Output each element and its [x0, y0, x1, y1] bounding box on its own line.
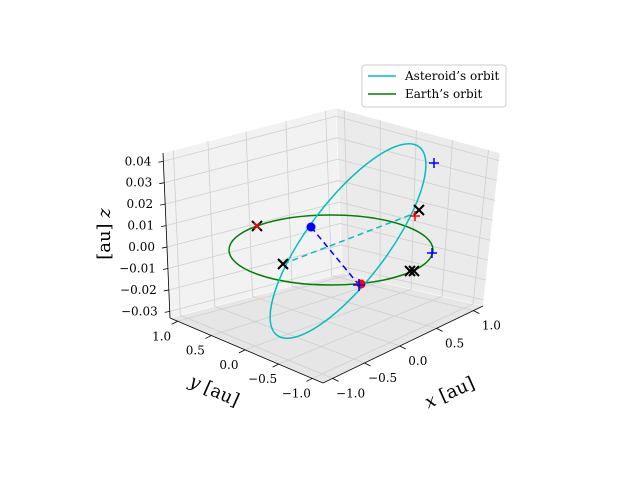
y-gridline [278, 139, 453, 365]
z-tick [160, 203, 166, 206]
z-tick-label: −0.01 [119, 262, 156, 276]
z-gridline [169, 265, 484, 312]
asteroid-orbit [269, 142, 427, 340]
axis-ticks [158, 160, 480, 382]
y-tick-label: −0.5 [248, 372, 277, 386]
x-tick-label: 1.0 [482, 319, 501, 333]
x-axis-label-unit: [au] [436, 373, 478, 407]
y-tick-label: 0.5 [186, 344, 205, 358]
z-axis-label-var: z [94, 208, 115, 219]
earth-orbit [228, 214, 434, 286]
z-axis-line [162, 152, 171, 319]
x-gridline [172, 150, 333, 379]
y-tick [306, 378, 313, 382]
z-gridline [165, 180, 493, 226]
y-axis-label-unit: [au] [201, 377, 243, 411]
marker-blue-dot [306, 222, 316, 232]
z-tick-label: 0.04 [125, 154, 152, 168]
legend: Asteroid’s orbit Earth’s orbit [361, 64, 507, 108]
marker-blue-plus-1 [429, 158, 439, 168]
y-axis-label-var: y [185, 370, 205, 394]
z-tick [161, 225, 167, 227]
z-tick [161, 246, 168, 249]
z-axis-label: [au] z [94, 208, 115, 260]
z-tick-label: 0.03 [126, 176, 153, 190]
y-gridline [211, 120, 381, 336]
marker-black-x-3 [404, 265, 420, 277]
marker-red-x-1 [253, 222, 261, 230]
x-tick-label: 0.5 [445, 336, 464, 350]
grid-lines [163, 110, 500, 379]
legend-box [361, 64, 507, 108]
z-tick-label: −0.02 [120, 283, 157, 297]
x-tick [364, 362, 371, 367]
y-gridline [312, 149, 489, 379]
y-tick [205, 335, 212, 339]
x-tick-label: 0.0 [408, 354, 427, 368]
y-tick-labels: 1.0 0.5 0.0 −0.5 −1.0 [152, 329, 311, 400]
z-gridline [166, 201, 491, 248]
y-axis-label: y [au] [185, 370, 242, 411]
z-tick [163, 289, 169, 292]
y-tick [238, 349, 246, 354]
dashed-line-blue [310, 226, 360, 286]
marker-red-dot [356, 279, 366, 289]
marker-black-x-2 [277, 258, 289, 270]
x-tick-labels: 1.0 0.5 0.0 −0.5−1.0 [336, 319, 501, 401]
x-axis-label-var: x [422, 390, 440, 413]
x-tick [473, 310, 480, 314]
x-gridline [207, 141, 365, 364]
dashed-line-cyan [282, 211, 419, 265]
z-tick [158, 160, 164, 163]
x-gridline [325, 110, 474, 312]
z-tick-label: 0.01 [127, 219, 154, 233]
y-tick [272, 363, 279, 368]
x-tick [332, 378, 339, 382]
z-gridline [164, 137, 498, 184]
z-gridline [165, 158, 495, 205]
x-axis-label: x [au] [422, 373, 478, 413]
x-tick-label: −1.0 [336, 386, 365, 400]
marker-blue-plus-3 [353, 279, 365, 291]
z-gridline [168, 244, 486, 291]
z-tick-label: 0.00 [128, 240, 155, 254]
y-gridline [177, 110, 350, 322]
z-gridline [167, 223, 489, 269]
y-tick-label: 1.0 [152, 329, 171, 343]
y-gridline [244, 130, 417, 351]
z-gridline [163, 115, 500, 162]
z-tick [164, 311, 170, 313]
marker-blue-plus-2 [427, 248, 437, 258]
y-tick-label: −1.0 [282, 386, 311, 400]
marker-red-plus-1 [410, 211, 420, 221]
x-tick [436, 327, 443, 332]
x-gridline [245, 131, 400, 347]
z-tick [162, 268, 168, 270]
y-tick [171, 320, 178, 325]
x-tick-label: −0.5 [368, 371, 397, 385]
x-axis-line [322, 305, 484, 384]
y-tick-label: 0.0 [219, 358, 238, 372]
z-tick-labels: 0.04 0.03 0.02 0.01 0.00 −0.01 −0.02 −0.03 [119, 154, 158, 318]
x-tick [399, 345, 406, 350]
y-axis-line [169, 317, 324, 384]
z-tick-label: 0.02 [126, 197, 153, 211]
x-gridline [285, 121, 437, 329]
z-tick [159, 182, 165, 185]
legend-label-earth: Earth’s orbit [405, 87, 482, 101]
legend-label-asteroid: Asteroid’s orbit [404, 69, 499, 83]
z-tick-label: −0.03 [121, 304, 158, 318]
z-axis-label-unit: [au] [94, 223, 115, 259]
